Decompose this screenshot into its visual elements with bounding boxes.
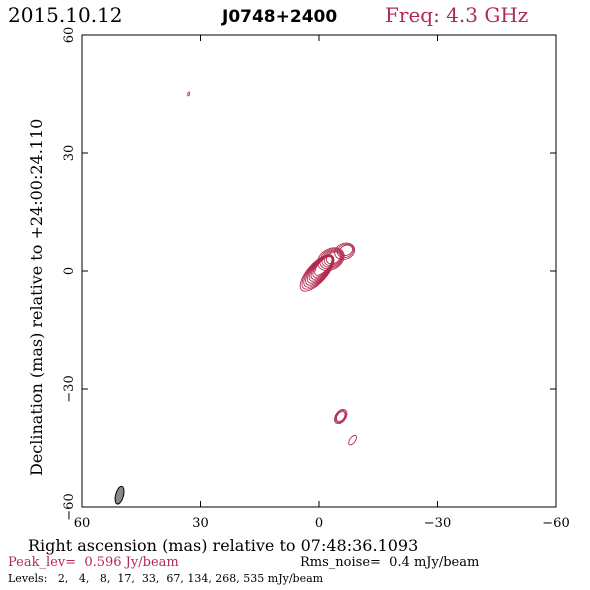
- contour-jet-knot-level-3: [339, 244, 354, 256]
- contour-south-knot-level-3: [335, 411, 346, 422]
- restoring-beam-ellipse: [114, 485, 125, 505]
- y-tick-labels: −60 −30 0 30 60: [62, 27, 77, 521]
- x-tick-labels: 60 30 0 −30 −60: [74, 516, 570, 531]
- contour-inner-jet-level-5: [325, 251, 341, 265]
- y-tick-label: −30: [62, 375, 77, 402]
- contour-south-knot-level-1: [334, 408, 348, 425]
- y-axis-label: Declination (mas) relative to +24:00:24.…: [27, 119, 46, 476]
- x-tick-label: 30: [192, 516, 209, 531]
- y-tick-label: 60: [62, 27, 77, 44]
- y-tick-label: 0: [62, 267, 77, 275]
- x-tick-label: −60: [542, 516, 569, 531]
- x-axis-label: Right ascension (mas) relative to 07:48:…: [28, 536, 418, 555]
- observation-date: 2015.10.12: [8, 3, 123, 27]
- x-tick-label: 60: [74, 516, 91, 531]
- contour-inner-jet-level-3: [321, 249, 343, 268]
- contour-jet-knot-level-2: [336, 243, 355, 258]
- contour-inner-jet-level-2: [319, 248, 344, 270]
- contour-layer: [187, 91, 357, 446]
- contour-levels: Levels: 2, 4, 8, 17, 33, 67, 134, 268, 5…: [8, 572, 324, 585]
- frequency-label: Freq: 4.3 GHz: [385, 3, 528, 27]
- source-name: J0748+2400: [221, 7, 337, 27]
- contour-north-spur-level-1: [187, 91, 190, 97]
- x-tick-label: 0: [315, 516, 323, 531]
- contour-south-knot-level-2: [335, 410, 347, 424]
- contour-inner-jet-level-1: [317, 247, 345, 272]
- rms-noise: Rms_noise= 0.4 mJy/beam: [300, 555, 479, 570]
- x-tick-label: −30: [424, 516, 451, 531]
- axis-ticks: [81, 34, 557, 508]
- contour-jet-knot-level-1: [334, 242, 356, 260]
- peak-level: Peak_lev= 0.596 Jy/beam: [8, 555, 179, 570]
- contour-south-knot-2-level-1: [348, 434, 357, 446]
- plot-frame: [81, 34, 557, 508]
- y-tick-label: −60: [62, 493, 77, 520]
- beam-layer: [114, 485, 125, 505]
- y-tick-label: 30: [62, 145, 77, 162]
